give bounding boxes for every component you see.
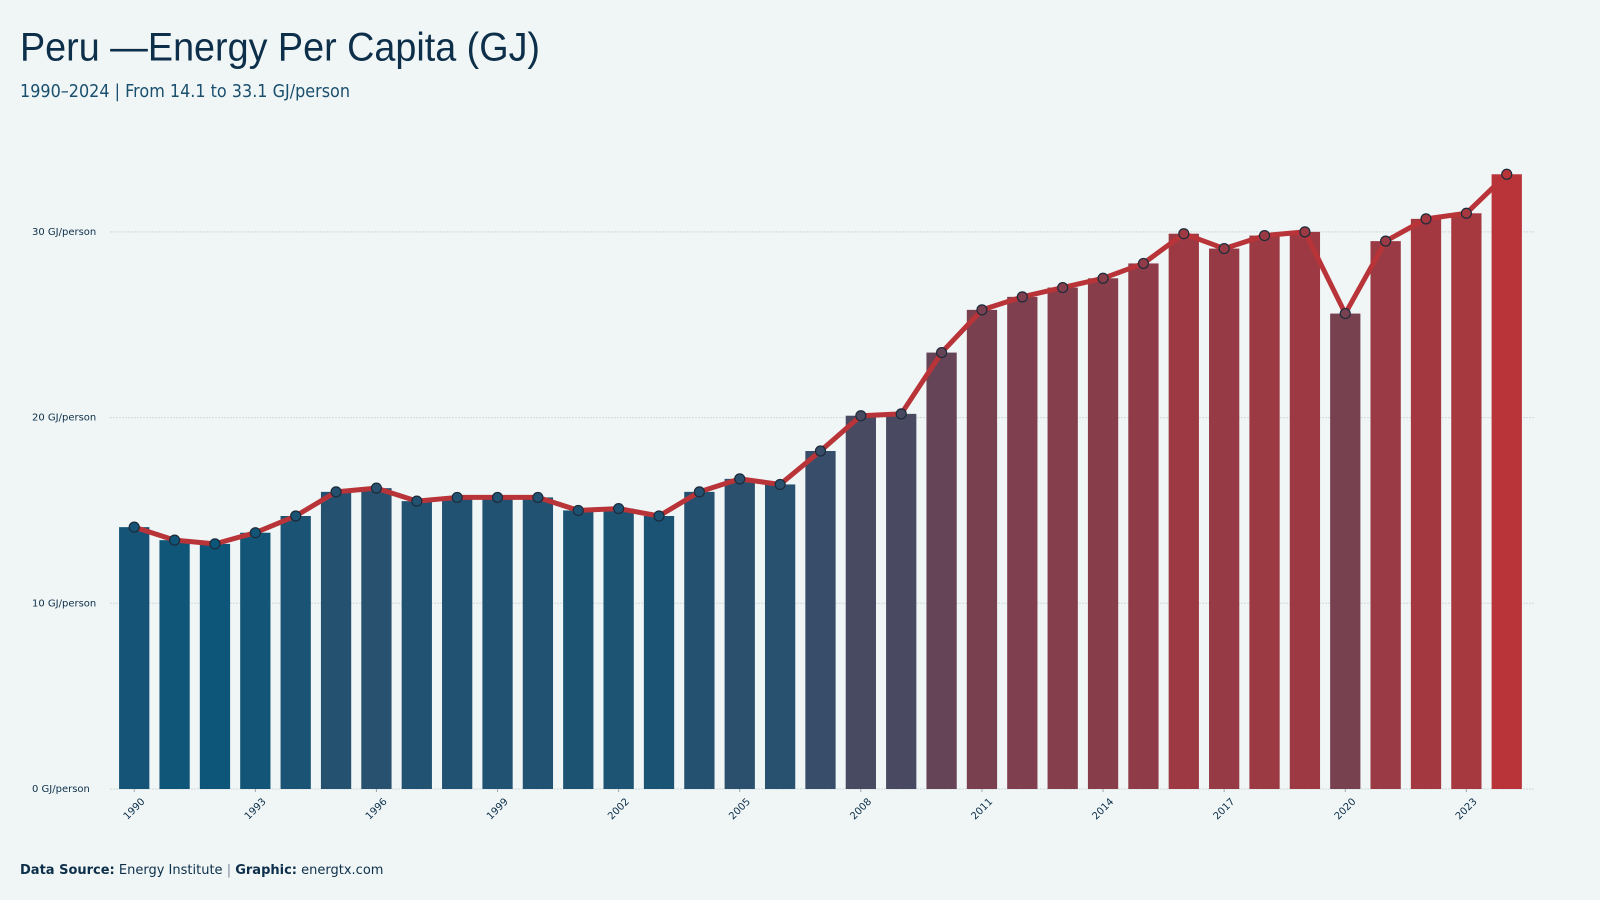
point bbox=[855, 410, 867, 422]
point bbox=[1501, 168, 1513, 180]
bar bbox=[643, 516, 675, 789]
point bbox=[1299, 226, 1311, 238]
bar bbox=[159, 540, 190, 789]
bar bbox=[199, 543, 231, 789]
point bbox=[1380, 235, 1392, 247]
bar bbox=[1007, 296, 1038, 789]
bar bbox=[119, 527, 150, 789]
bar bbox=[442, 497, 473, 789]
bar bbox=[1249, 235, 1280, 790]
bar bbox=[240, 532, 271, 789]
chart-title: Peru —Energy Per Capita (GJ) bbox=[20, 26, 540, 70]
bar bbox=[320, 491, 352, 789]
point bbox=[290, 510, 302, 522]
point bbox=[491, 491, 504, 504]
y-tick-label: 30 GJ/person bbox=[32, 227, 96, 238]
point bbox=[330, 486, 342, 498]
bar bbox=[280, 516, 311, 789]
point bbox=[1178, 228, 1190, 240]
bar bbox=[1289, 231, 1321, 789]
bar bbox=[361, 488, 392, 789]
bar bbox=[966, 309, 998, 789]
footer-graphic: energtx.com bbox=[301, 863, 383, 878]
point bbox=[935, 346, 948, 359]
y-tick-label: 10 GJ/person bbox=[32, 598, 96, 609]
point bbox=[1460, 207, 1472, 219]
footer: Data Source: Energy Institute | Graphic:… bbox=[20, 863, 383, 878]
bar bbox=[845, 415, 876, 789]
bar bbox=[805, 451, 836, 789]
point bbox=[532, 491, 544, 504]
bar bbox=[1451, 213, 1482, 790]
point bbox=[653, 510, 665, 522]
point bbox=[1016, 291, 1028, 303]
bar bbox=[1370, 241, 1401, 790]
bar bbox=[684, 491, 715, 789]
point bbox=[451, 491, 463, 504]
y-tick-label: 0 GJ/person bbox=[32, 784, 90, 795]
chart-subtitle: 1990–2024 | From 14.1 to 33.1 GJ/person bbox=[20, 81, 350, 102]
bar bbox=[1410, 218, 1442, 789]
point bbox=[209, 538, 221, 550]
point bbox=[1218, 242, 1230, 255]
bar bbox=[724, 478, 755, 789]
bar bbox=[1491, 174, 1522, 790]
y-tick-label: 20 GJ/person bbox=[32, 413, 96, 424]
point bbox=[1420, 213, 1432, 225]
point bbox=[1057, 281, 1069, 294]
footer-source: Energy Institute bbox=[119, 863, 223, 878]
bar bbox=[1128, 263, 1159, 789]
footer-separator: | bbox=[227, 863, 231, 878]
point bbox=[976, 304, 988, 316]
bar bbox=[926, 352, 957, 789]
point bbox=[370, 482, 383, 494]
point bbox=[613, 502, 625, 515]
point bbox=[734, 473, 746, 485]
footer-label: Data Source: bbox=[20, 863, 115, 878]
point bbox=[1339, 307, 1351, 320]
bar bbox=[1087, 278, 1119, 789]
point bbox=[128, 521, 140, 533]
bar bbox=[1209, 248, 1240, 790]
point bbox=[249, 527, 261, 539]
point bbox=[1258, 229, 1271, 242]
point bbox=[1137, 257, 1150, 270]
point bbox=[774, 478, 786, 491]
point bbox=[572, 504, 584, 517]
point bbox=[693, 486, 705, 498]
bar bbox=[764, 484, 796, 789]
bar bbox=[401, 501, 432, 789]
bar bbox=[522, 497, 554, 789]
point bbox=[168, 534, 181, 546]
bar bbox=[482, 497, 513, 789]
point bbox=[1097, 272, 1109, 284]
bar bbox=[563, 510, 594, 789]
bar bbox=[1047, 287, 1078, 789]
bar bbox=[603, 508, 634, 789]
bar bbox=[886, 413, 917, 789]
bar bbox=[1168, 233, 1199, 789]
bar bbox=[1330, 313, 1361, 789]
point bbox=[895, 408, 907, 420]
point bbox=[814, 445, 827, 457]
footer-label: Graphic: bbox=[235, 863, 297, 878]
point bbox=[411, 495, 423, 507]
